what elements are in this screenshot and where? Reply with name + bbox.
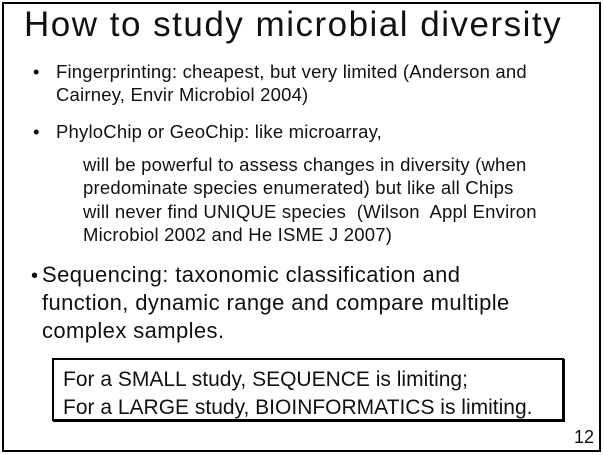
text-line: will never find UNIQUE species (Wilson A… (83, 200, 537, 222)
text-line: complex samples. (42, 318, 225, 343)
callout-line: For a LARGE study, BIOINFORMATICS is lim… (63, 396, 533, 419)
callout-line: For a SMALL study, SEQUENCE is limiting; (63, 368, 468, 391)
text-line: will be powerful to assess changes in di… (83, 154, 527, 175)
text-line: function, dynamic range and compare mult… (42, 290, 510, 315)
sub-paragraph-chips: will be powerful to assess changes in di… (83, 153, 537, 246)
bullet-item-fingerprinting: Fingerprinting: cheapest, but very limit… (56, 60, 527, 106)
text-line: Microbiol 2002 and He ISME J 2007) (83, 223, 393, 245)
text-line: Fingerprinting: cheapest, but very limit… (56, 61, 527, 82)
bullet-icon: • (33, 121, 40, 142)
text-line: Sequencing: taxonomic classification and (42, 262, 461, 287)
text-line: predominate species enumerated) but like… (83, 177, 514, 199)
bullet-icon: • (31, 265, 39, 287)
slide-title: How to study microbial diversity (24, 5, 563, 44)
bullet-item-sequencing: Sequencing: taxonomic classification and… (42, 261, 510, 345)
bullet-icon: • (33, 61, 40, 82)
text-line: Cairney, Envir Microbiol 2004) (56, 84, 309, 105)
bullet-item-phylochip: PhyloChip or GeoChip: like microarray, (56, 120, 382, 143)
page-number: 12 (574, 427, 595, 447)
text-line: PhyloChip or GeoChip: like microarray, (56, 121, 382, 142)
callout-box: For a SMALL study, SEQUENCE is limiting;… (52, 358, 564, 421)
